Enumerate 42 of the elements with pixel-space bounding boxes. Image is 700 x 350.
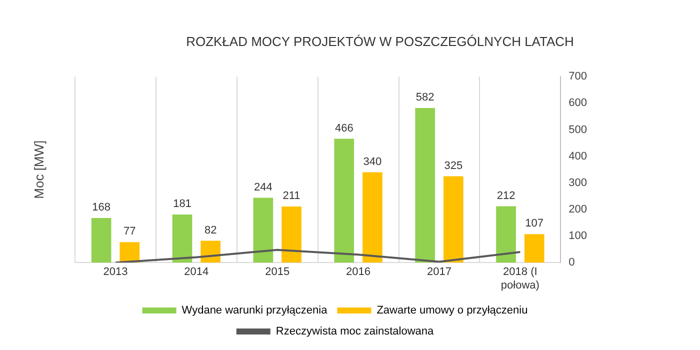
bar	[253, 198, 274, 263]
y-tick-label: 100	[568, 230, 588, 242]
y-axis-title: Moc [MW]	[32, 140, 47, 199]
data-label: 212	[496, 190, 516, 202]
bar	[91, 218, 112, 263]
y-tick-label: 0	[568, 256, 575, 269]
chart-title: ROZKŁAD MOCY PROJEKTÓW W POSZCZEGÓLNYCH LATACH	[185, 34, 575, 49]
bar	[415, 108, 435, 263]
bar	[524, 234, 544, 263]
y-tick-label: 300	[568, 176, 588, 189]
bar	[496, 206, 516, 263]
legend-label: Rzeczywista moc zainstalowana	[276, 326, 434, 338]
data-label: 107	[525, 218, 544, 230]
x-tick-label: 2015	[265, 266, 290, 278]
x-tick-label: 2017	[426, 266, 452, 278]
y-tick-label: 700	[568, 70, 588, 83]
x-tick-label: 2014	[184, 266, 209, 278]
bar	[334, 138, 354, 263]
legend-label: Zawarte umowy o przyłączeniu	[376, 304, 528, 317]
data-label: 244	[254, 181, 272, 194]
data-label: 181	[173, 198, 192, 210]
x-tick-label: 2018 (I połowa)	[500, 266, 540, 292]
data-label: 211	[282, 190, 300, 202]
y-tick-label: 500	[568, 124, 588, 136]
data-label: 168	[92, 201, 110, 214]
data-label: 77	[124, 226, 136, 238]
x-tick-label: 2013	[103, 266, 128, 278]
data-label: 325	[444, 160, 463, 172]
bar	[282, 206, 302, 263]
data-label: 340	[363, 156, 382, 168]
bar	[172, 214, 192, 263]
y-tick-label: 600	[568, 97, 588, 110]
bar	[362, 172, 382, 263]
bar	[120, 242, 140, 263]
y-tick-label: 200	[568, 203, 588, 216]
data-label: 582	[416, 91, 434, 104]
bar	[443, 176, 464, 263]
legend-label: Wydane warunki przyłączenia	[182, 304, 328, 317]
x-tick-label: 2016	[346, 266, 371, 278]
y-tick-label: 400	[568, 150, 588, 162]
data-label: 82	[204, 224, 217, 236]
data-label: 466	[334, 122, 354, 134]
